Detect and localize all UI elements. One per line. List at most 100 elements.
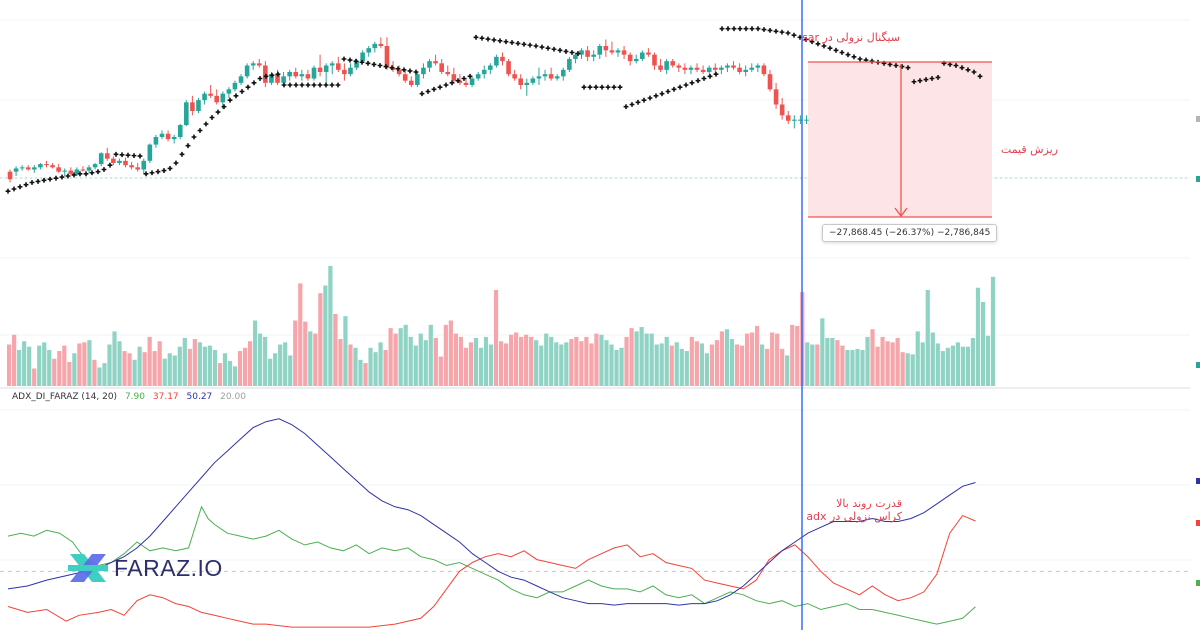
brand-mark-icon (68, 554, 108, 582)
volume-bar (478, 347, 484, 386)
candle-body (354, 61, 359, 68)
volume-bar (669, 345, 674, 386)
volume-bar (604, 340, 609, 386)
sar-point (461, 76, 467, 81)
sar-point (641, 97, 647, 103)
candle-body (731, 65, 736, 68)
volume-bar (699, 343, 704, 386)
measure-box (808, 62, 992, 217)
volume-bar (805, 342, 810, 386)
candle-body (749, 67, 755, 70)
sar-point (905, 65, 911, 71)
sar-point (815, 41, 821, 47)
sar-point (665, 89, 671, 94)
adx-line (7, 418, 976, 606)
volume-bar (217, 363, 223, 386)
sar-point (335, 82, 341, 88)
volume-bar (247, 341, 253, 386)
volume-bar (865, 336, 870, 386)
sar-point (89, 170, 95, 176)
candle-body (293, 72, 299, 77)
sar-point (23, 182, 29, 188)
volume-bar (599, 334, 604, 386)
volume-bar (463, 347, 469, 386)
sar-point (17, 184, 23, 190)
volume-bar (905, 353, 910, 386)
candle-body (700, 69, 706, 72)
volume-bar (950, 345, 955, 386)
volume-bar (694, 341, 699, 386)
volume-bar (42, 342, 47, 386)
sar-point (287, 82, 293, 88)
volume-bar (509, 334, 514, 386)
sar-point (719, 26, 725, 32)
candle-body (287, 72, 292, 77)
volume-bar (684, 351, 689, 386)
candle-body (524, 82, 530, 85)
legend-plus-di: 7.90 (124, 392, 145, 402)
volume-bar (749, 332, 755, 386)
volume-bar (263, 336, 268, 386)
volume-bar (890, 342, 895, 386)
sar-point (281, 82, 287, 88)
sar-point (623, 104, 629, 110)
volume-bar (955, 342, 960, 386)
volume-bar (704, 353, 709, 386)
sar-point (791, 32, 797, 38)
sar-point (425, 89, 431, 94)
volume-bar (7, 344, 12, 386)
candle-body (141, 160, 147, 170)
volume-bar (237, 351, 243, 386)
sar-point (371, 62, 377, 67)
candle-body (560, 69, 566, 77)
sar-point (203, 121, 209, 127)
volume-bar (840, 345, 845, 386)
volume-bar (147, 336, 152, 386)
candle-body (615, 50, 621, 53)
sar-point (209, 115, 215, 120)
sar-point (323, 82, 329, 88)
candle-body (111, 158, 116, 163)
candle-body (573, 54, 578, 59)
candle-body (80, 169, 86, 171)
sar-point (65, 173, 71, 179)
sar-point (533, 43, 539, 49)
candle-body (117, 160, 122, 163)
sar-point (329, 82, 335, 88)
candle-body (682, 67, 688, 70)
sar-point (569, 50, 575, 55)
volume-bar (177, 346, 182, 386)
sar-point (485, 36, 491, 42)
sar-point (401, 67, 407, 73)
volume-bar (483, 336, 489, 386)
sar-point (755, 26, 761, 32)
sar-point (341, 56, 347, 62)
volume-bar (975, 287, 981, 386)
volume-bar (900, 352, 905, 386)
sar-point (503, 39, 509, 45)
sar-point (809, 39, 815, 45)
sar-point (305, 82, 311, 88)
volume-bar (524, 334, 529, 386)
volume-bar (423, 340, 428, 386)
candle-body (427, 61, 432, 68)
minus-di-marker (1196, 580, 1200, 586)
candle-body (336, 63, 341, 70)
sar-point (467, 73, 473, 79)
sar-point (191, 134, 197, 140)
candle-body (232, 82, 238, 90)
candle-body (621, 50, 627, 55)
sar-point (137, 153, 143, 159)
candle-body (25, 167, 31, 170)
sar-point (929, 76, 935, 81)
candle-body (469, 78, 475, 85)
volume-bar (559, 344, 564, 386)
measure-lines (808, 61, 992, 218)
candle-body (44, 164, 49, 166)
candle-body (640, 52, 645, 59)
candle-body (767, 74, 773, 90)
volume-bar (167, 353, 172, 386)
candle-body (74, 169, 80, 174)
volume-bar (609, 344, 614, 386)
candle-body (226, 89, 232, 94)
